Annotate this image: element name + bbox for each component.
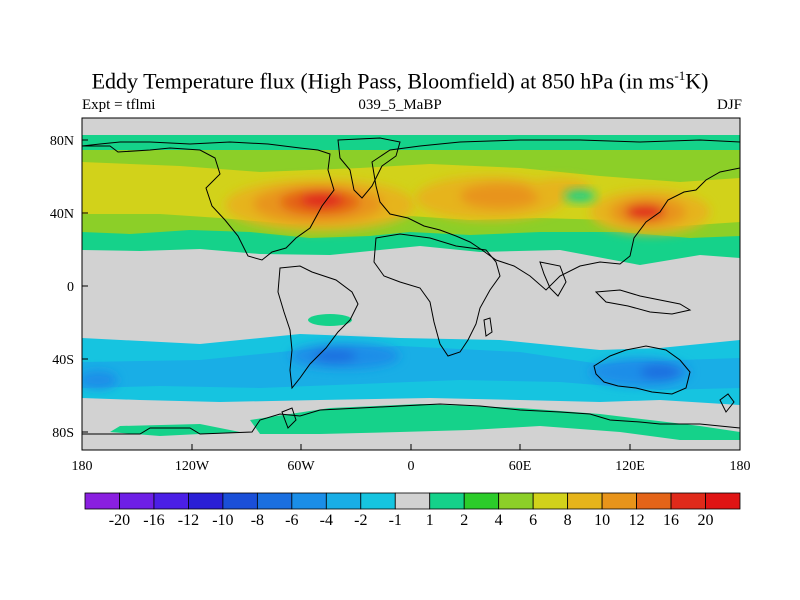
colorbar-label: -6 — [285, 512, 298, 529]
colorbar-swatch — [153, 492, 189, 510]
y-axis-labels: 80N 40N 0 40S 80S — [50, 134, 74, 441]
colorbar-swatch — [222, 492, 258, 510]
colorbar-swatch — [532, 492, 569, 510]
tick-marks — [81, 139, 741, 450]
colorbar-swatch — [429, 492, 465, 510]
colorbar-label: 2 — [460, 512, 468, 529]
colorbar-label: -4 — [320, 512, 333, 529]
plot-title: Eddy Temperature flux (High Pass, Bloomf… — [91, 68, 709, 94]
colorbar-label: 6 — [529, 512, 537, 529]
equatorial-patch — [308, 314, 352, 326]
case-label: 039_5_MaBP — [358, 97, 442, 113]
south-atlantic-min — [290, 343, 400, 369]
africa-coast — [373, 233, 501, 357]
colorbar-label: 8 — [564, 512, 572, 529]
colorbar-swatch — [670, 492, 706, 510]
y-tick-label: 40N — [50, 207, 74, 222]
colorbar-swatch — [601, 492, 637, 510]
colorbar-swatch — [119, 492, 155, 510]
colorbar-swatch — [463, 492, 500, 510]
north-pacific-max — [590, 190, 710, 234]
colorbar-label: 1 — [426, 512, 434, 529]
y-tick-label: 40S — [52, 353, 74, 368]
eurasia-coast — [371, 139, 740, 291]
colorbar-label: 12 — [629, 512, 645, 529]
colorbar-swatch — [498, 492, 534, 510]
y-tick-label: 80N — [50, 134, 74, 149]
new-zealand-coast — [719, 393, 735, 413]
nh-cool-patch — [564, 190, 596, 202]
north-atlantic-max — [225, 179, 415, 231]
antarctic-band — [250, 404, 740, 440]
x-axis-labels: 180 120W 60W 0 60E 120E 180 — [72, 459, 751, 474]
colorbar-label: -1 — [389, 512, 402, 529]
colorbar-label: 20 — [698, 512, 714, 529]
south-indian-pacific-min — [82, 358, 690, 389]
sh-band-moderate — [82, 346, 740, 390]
heatmap-field — [82, 118, 740, 450]
colorbar-label: 10 — [594, 512, 610, 529]
x-tick-label: 180 — [730, 459, 751, 474]
colorbar: -20 -16 -12 -10 -8 -6 -4 -2 -1 1 2 4 6 8 10 12 16 20 — [84, 492, 741, 529]
maritime-continent-coast — [594, 289, 692, 315]
colorbar-swatch — [705, 492, 741, 510]
colorbar-swatch — [325, 492, 362, 510]
x-tick-label: 120W — [175, 459, 210, 474]
y-tick-label: 80S — [52, 426, 74, 441]
colorbar-swatch — [291, 492, 327, 510]
north-america-coast — [82, 141, 335, 261]
antarctic-peninsula-coast — [281, 407, 297, 429]
coastlines — [82, 137, 740, 435]
colorbar-label: -8 — [251, 512, 264, 529]
colorbar-label: -2 — [354, 512, 367, 529]
india-coast — [539, 261, 567, 297]
x-tick-label: 0 — [408, 459, 415, 474]
colorbar-label: -20 — [109, 512, 130, 529]
south-america-coast — [277, 265, 359, 390]
colorbar-label: 4 — [495, 512, 503, 529]
experiment-label: Expt = tflmi — [82, 97, 156, 113]
colorbar-swatch — [567, 492, 603, 510]
colorbar-label: 16 — [663, 512, 679, 529]
colorbar-label: -10 — [212, 512, 233, 529]
colorbar-label: -12 — [178, 512, 199, 529]
australia-coast — [593, 345, 691, 395]
colorbar-swatch — [394, 492, 431, 510]
x-tick-label: 60E — [509, 459, 532, 474]
colorbar-swatch — [636, 492, 672, 510]
colorbar-swatch — [188, 492, 224, 510]
colorbar-swatch — [256, 492, 293, 510]
x-tick-label: 120E — [615, 459, 645, 474]
colorbar-swatch — [84, 492, 120, 510]
colorbar-swatch — [360, 492, 396, 510]
x-tick-label: 60W — [287, 459, 315, 474]
season-label: DJF — [716, 97, 742, 113]
greenland-coast — [337, 137, 401, 199]
y-tick-label: 0 — [67, 280, 74, 295]
colorbar-label: -16 — [143, 512, 164, 529]
madagascar-coast — [483, 317, 493, 337]
antarctica-coast — [82, 403, 740, 435]
x-tick-label: 180 — [72, 459, 93, 474]
